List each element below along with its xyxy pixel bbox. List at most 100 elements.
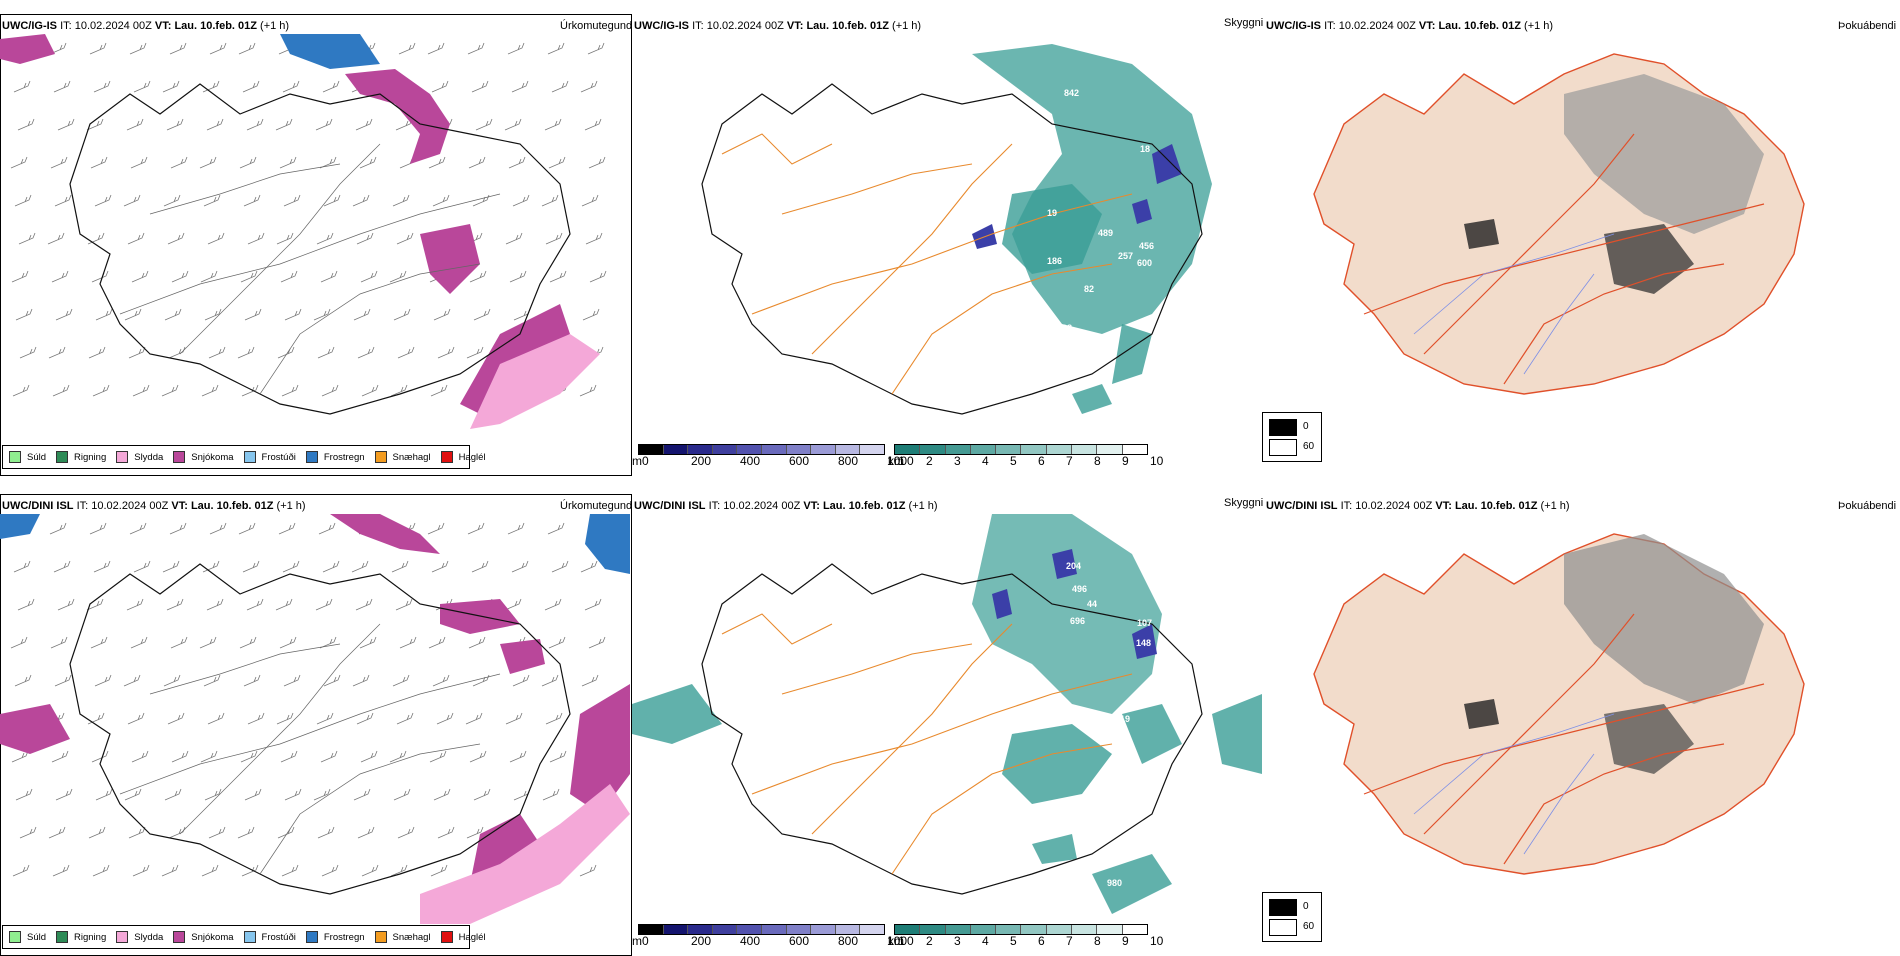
wind-barb xyxy=(169,42,187,55)
wind-barb xyxy=(49,42,67,55)
wind-barb xyxy=(391,560,409,573)
wind-barb xyxy=(545,232,563,245)
wind-barb xyxy=(509,750,527,763)
wind-barb xyxy=(52,384,70,397)
wind-barb xyxy=(90,156,108,169)
legend-item: Snjókoma xyxy=(173,931,234,943)
panel-header: UWC/IG-IS IT: 10.02.2024 00Z VT: Lau. 10… xyxy=(1266,20,1554,32)
wind-barb xyxy=(319,156,337,169)
wind-barb xyxy=(94,194,112,207)
legend-swatch xyxy=(374,451,387,463)
snow-area xyxy=(470,814,540,884)
scale-unit: m xyxy=(632,934,642,948)
visibility-scale-km: km 1 2 3 4 5 6 7 8 9 10 xyxy=(888,924,1163,952)
scale-segment xyxy=(688,445,713,454)
wind-barb xyxy=(279,636,297,649)
wind-barb xyxy=(429,750,447,763)
wind-barb xyxy=(243,194,261,207)
scale-segment xyxy=(1122,925,1147,934)
wind-barb xyxy=(432,194,450,207)
scale-segment xyxy=(737,925,762,934)
scale-segment xyxy=(1097,445,1123,454)
vis-value: 980 xyxy=(1107,878,1122,888)
scale-tick: 6 xyxy=(1038,934,1045,948)
wind-barb xyxy=(542,788,560,801)
legend-swatch xyxy=(374,931,387,943)
vis-value: 204 xyxy=(1066,561,1081,571)
wind-barb xyxy=(127,712,145,725)
scale-segment xyxy=(663,925,689,934)
legend-label: Frostregn xyxy=(323,451,365,463)
wind-barb xyxy=(437,826,455,839)
wind-barb xyxy=(199,636,217,649)
wind-barb xyxy=(390,864,408,877)
wind-barb xyxy=(352,674,370,687)
wind-barb xyxy=(239,156,257,169)
scale-segment xyxy=(761,925,787,934)
wind-barb xyxy=(356,712,374,725)
scale-segment xyxy=(1021,445,1047,454)
legend-item: Snæhagl xyxy=(374,451,431,463)
scale-unit: km xyxy=(888,454,904,468)
scale-segment xyxy=(639,445,664,454)
wind-barb xyxy=(283,674,301,687)
wind-barb xyxy=(86,118,104,131)
legend-item: Haglél xyxy=(440,451,486,463)
island-outline xyxy=(701,83,1203,415)
wind-barb xyxy=(432,674,450,687)
wind-barb xyxy=(588,156,606,169)
wind-barb xyxy=(243,674,261,687)
wind-barb xyxy=(162,560,180,573)
scale-tick: 3 xyxy=(954,454,961,468)
wind-barb xyxy=(167,712,185,725)
wind-barb xyxy=(352,194,370,207)
legend-label: Rigning xyxy=(74,931,107,943)
wind-barb xyxy=(52,864,70,877)
panel-title: Þokuábendi xyxy=(1838,500,1897,512)
wind-barb xyxy=(276,712,294,725)
wind-barb xyxy=(507,42,525,55)
wind-barb xyxy=(318,522,336,535)
wind-barb xyxy=(208,346,226,359)
wind-barb xyxy=(396,232,414,245)
wind-barb xyxy=(360,750,378,763)
legend-label: Haglél xyxy=(458,451,486,463)
scale-tick: 1000 xyxy=(887,934,914,948)
scale-segment xyxy=(920,925,946,934)
vis-value: 257 xyxy=(1118,251,1133,261)
wind-barb xyxy=(171,270,189,283)
legend-swatch xyxy=(116,451,129,463)
wind-barb xyxy=(468,156,486,169)
wind-barb xyxy=(548,156,566,169)
wind-barb xyxy=(130,636,148,649)
wind-barb xyxy=(17,598,35,611)
wind-barb xyxy=(322,560,340,573)
scale-tick: 4 xyxy=(982,934,989,948)
snow-area xyxy=(0,34,55,64)
wind-barb xyxy=(582,308,600,321)
precip-type-panel-row2: UWC/DINI ISL IT: 10.02.2024 00Z VT: Lau.… xyxy=(0,494,632,956)
wind-barb xyxy=(203,194,221,207)
wind-barb xyxy=(242,560,260,573)
snow-area xyxy=(0,704,70,754)
wind-barb xyxy=(471,560,489,573)
scale-tick: 7 xyxy=(1066,934,1073,948)
wind-barb xyxy=(541,194,559,207)
wind-barb xyxy=(581,674,599,687)
wind-barb xyxy=(166,598,184,611)
scale-tick: 600 xyxy=(789,934,810,948)
wind-barb xyxy=(584,598,602,611)
legend-label: Súld xyxy=(27,931,47,943)
vis-value: 202 xyxy=(1177,628,1192,638)
wind-barb xyxy=(355,118,373,131)
vis-value: 489 xyxy=(1098,228,1113,238)
wind-barb xyxy=(280,750,298,763)
wind-barb xyxy=(131,270,149,283)
legend-swatch xyxy=(243,451,256,463)
scale-tick: 9 xyxy=(1122,454,1129,468)
wind-barb xyxy=(433,308,451,321)
wind-barb xyxy=(544,118,562,131)
wind-barb xyxy=(123,194,141,207)
wind-barb xyxy=(511,80,529,93)
scale-tick: 3 xyxy=(954,934,961,948)
